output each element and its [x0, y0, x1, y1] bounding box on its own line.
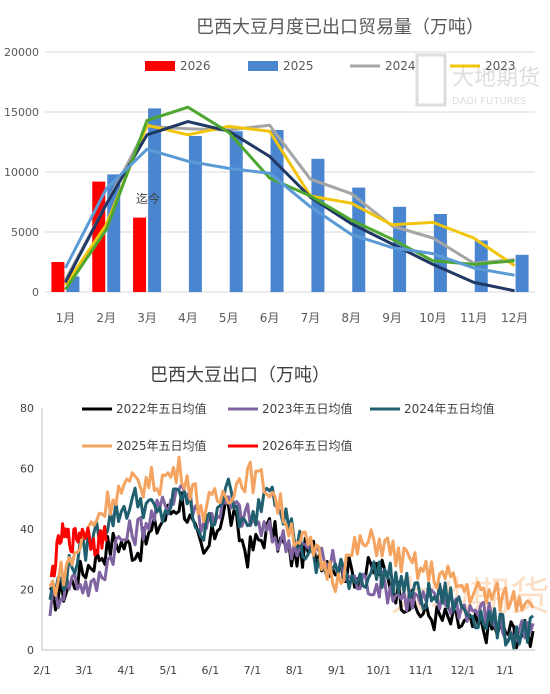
legend-label: 2023	[485, 59, 516, 73]
x-tick-label: 1/1	[496, 664, 514, 677]
bar-2025	[352, 187, 366, 292]
legend-label: 2026年五日均值	[262, 438, 353, 453]
legend-label: 2024年五日均值	[404, 401, 495, 416]
legend-label: 2022年五日均值	[116, 401, 207, 416]
line-series-2024	[64, 123, 515, 281]
y-tick-label: 80	[20, 402, 34, 415]
watermark-text: 大地期货	[452, 66, 540, 91]
x-tick-label: 5/1	[159, 664, 177, 677]
line-series-2024年五日均值	[48, 477, 534, 650]
bar-2025	[270, 130, 284, 292]
y-tick-label: 20000	[4, 46, 39, 59]
line-series	[64, 105, 515, 291]
line-series-2022年五日均值	[48, 491, 535, 650]
legend-label: 2025年五日均值	[116, 438, 207, 453]
y-tick-label: 5000	[11, 226, 39, 239]
bar-2026	[133, 217, 147, 292]
x-tick-label: 5月	[219, 311, 239, 325]
y-tick-label: 15000	[4, 106, 39, 119]
bar-2025	[474, 240, 488, 292]
legend-label: 2026	[180, 59, 211, 73]
x-tick-label: 4/1	[117, 664, 135, 677]
x-tick-label: 7/1	[244, 664, 262, 677]
x-tick-label: 6月	[260, 311, 280, 325]
x-tick-label: 3/1	[75, 664, 93, 677]
y-tick-label: 0	[27, 644, 34, 657]
legend-label: 2023年五日均值	[262, 401, 353, 416]
bar-2025	[229, 131, 243, 292]
legend-label: 2024	[385, 59, 416, 73]
legend-2: 2022年五日均值 2023年五日均值 2024年五日均值 2025年五日均值 2026…	[82, 401, 495, 453]
x-tick-label: 2月	[96, 311, 116, 325]
x-tick-label: 11/1	[408, 664, 433, 677]
line-series	[64, 120, 515, 293]
y-tick-label: 0	[32, 286, 39, 299]
x-tick-label: 1月	[56, 311, 76, 325]
bar-2025	[148, 108, 162, 293]
monthly-export-chart-svg: 巴西大豆月度已出口贸易量（万吨） 大地期货 DADI FUTURES 0 5000…	[4, 17, 540, 325]
line-series-2025年五日均值	[48, 455, 535, 613]
bar-2026	[51, 262, 65, 292]
line-series-2026年五日均值	[49, 522, 108, 578]
y-tick-label: 60	[20, 463, 34, 476]
bar-2025	[188, 136, 202, 292]
line-series	[64, 147, 515, 277]
bar-2025	[311, 158, 325, 292]
legend-swatch	[248, 61, 278, 71]
x-tick-label: 9月	[382, 311, 402, 325]
y-tick-label: 40	[20, 523, 34, 536]
x-tick-label: 12/1	[451, 664, 476, 677]
x-tick-label: 4月	[178, 311, 198, 325]
y-tick-label: 20	[20, 584, 34, 597]
y-tick-label: 10000	[4, 166, 39, 179]
chart-title-2: 巴西大豆出口（万吨）	[150, 365, 330, 386]
x-tick-label: 10/1	[366, 664, 391, 677]
daily-export-chart: 巴西大豆出口（万吨） 大地期货 0 20 40 60 80 2/1 3/1 4/1 5/1 6/1…	[0, 350, 550, 690]
x-tick-label: 2/1	[33, 664, 51, 677]
bar-2025	[515, 254, 529, 292]
x-tick-label: 8月	[341, 311, 361, 325]
x-tick-label: 9/1	[328, 664, 346, 677]
watermark-subtext: DADI FUTURES	[452, 96, 526, 107]
x-tick-label: 10月	[419, 311, 446, 325]
bar-2025	[433, 214, 447, 292]
monthly-export-chart: 巴西大豆月度已出口贸易量（万吨） 大地期货 DADI FUTURES 0 5000…	[0, 0, 550, 340]
legend-label: 2025	[283, 59, 314, 73]
legend: 2026 2025 2024 2023	[145, 59, 516, 73]
x-tick-label: 7月	[301, 311, 321, 325]
x-tick-label: 11月	[460, 311, 487, 325]
annotation: 迄今	[136, 191, 160, 206]
x-tick-label: 6/1	[202, 664, 220, 677]
x-tick-label: 12月	[501, 311, 528, 325]
x-tick-label: 3月	[137, 311, 157, 325]
legend-swatch	[145, 61, 175, 71]
x-tick-label: 8/1	[286, 664, 304, 677]
chart-title: 巴西大豆月度已出口贸易量（万吨）	[196, 17, 484, 38]
watermark-logo: 大地期货 DADI FUTURES	[415, 53, 540, 107]
